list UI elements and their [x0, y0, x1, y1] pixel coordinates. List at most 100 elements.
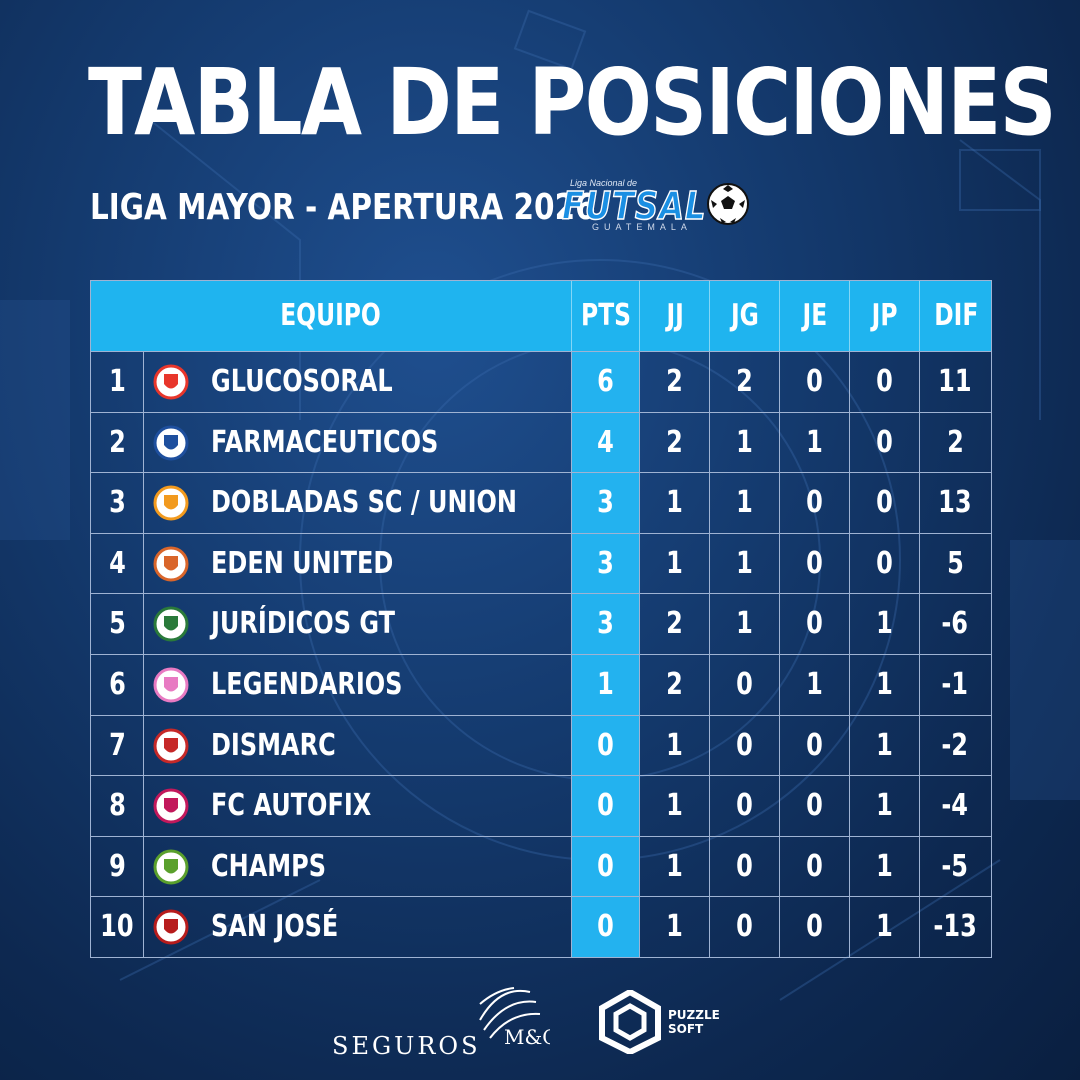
- row-position: 7: [108, 727, 126, 763]
- column-divider: [709, 533, 710, 594]
- column-divider: [709, 776, 710, 837]
- column-divider: [639, 412, 640, 473]
- column-divider: [709, 897, 710, 958]
- column-divider: [849, 655, 850, 715]
- team-crest-icon: [153, 485, 189, 521]
- header-equipo: EQUIPO: [280, 298, 382, 333]
- cell-jj: 1: [665, 545, 683, 581]
- team-name: DISMARC: [211, 727, 336, 763]
- column-divider: [849, 594, 850, 655]
- row-position: 5: [108, 606, 126, 642]
- table-row: 5 JURÍDICOS GT 3 2 1 0 1 -6: [91, 593, 991, 655]
- column-divider: [143, 655, 144, 715]
- row-position: 9: [108, 848, 126, 884]
- column-divider: [571, 473, 572, 534]
- team-crest-icon: [153, 425, 189, 461]
- cell-dif: -13: [933, 909, 977, 945]
- cell-jg: 0: [735, 788, 753, 824]
- cell-jg: 0: [735, 848, 753, 884]
- cell-jj: 1: [665, 909, 683, 945]
- cell-jg: 0: [735, 727, 753, 763]
- cell-jj: 2: [665, 606, 683, 642]
- cell-dif: -2: [941, 727, 969, 763]
- table-row: 10 SAN JOSÉ 0 1 0 0 1 -13: [91, 896, 991, 958]
- column-divider: [571, 352, 572, 412]
- table-row: 3 DOBLADAS SC / UNION 3 1 1 0 0 13: [91, 472, 991, 534]
- column-divider: [709, 655, 710, 715]
- team-crest-icon: [153, 788, 189, 824]
- column-divider: [919, 715, 920, 776]
- cell-pts: 3: [596, 606, 614, 642]
- team-name: FARMACEUTICOS: [211, 424, 439, 460]
- column-divider: [571, 655, 572, 715]
- table-row: 9 CHAMPS 0 1 0 0 1 -5: [91, 835, 991, 897]
- team-crest-icon: [153, 849, 189, 885]
- cell-jp: 1: [875, 606, 893, 642]
- cell-jp: 1: [875, 727, 893, 763]
- cell-je: 0: [805, 909, 823, 945]
- cell-je: 0: [805, 606, 823, 642]
- cell-jp: 0: [875, 545, 893, 581]
- cell-pts: 4: [596, 424, 614, 460]
- cell-je: 1: [805, 424, 823, 460]
- column-divider: [571, 412, 572, 473]
- column-divider: [639, 352, 640, 412]
- page-subtitle: LIGA MAYOR - APERTURA 2026: [90, 187, 596, 228]
- seguros-mc-logo: M&C SEGUROS: [330, 980, 560, 1060]
- cell-jp: 0: [875, 424, 893, 460]
- column-divider: [779, 776, 780, 837]
- futsal-logo-top-text: Liga Nacional de: [570, 178, 638, 188]
- column-divider: [571, 836, 572, 897]
- table-row: 2 FARMACEUTICOS 4 2 1 1 0 2: [91, 411, 991, 473]
- row-position: 1: [108, 364, 126, 399]
- cell-je: 0: [805, 364, 823, 399]
- column-divider: [639, 533, 640, 594]
- cell-dif: 2: [946, 424, 964, 460]
- column-divider: [849, 352, 850, 412]
- column-divider: [143, 897, 144, 958]
- table-row: 7 DISMARC 0 1 0 0 1 -2: [91, 714, 991, 776]
- cell-dif: -6: [941, 606, 969, 642]
- cell-jg: 1: [735, 485, 753, 521]
- row-position: 4: [108, 545, 126, 581]
- header-dif: DIF: [919, 281, 992, 351]
- column-divider: [571, 715, 572, 776]
- cell-jp: 1: [875, 909, 893, 945]
- team-crest-icon: [153, 364, 189, 400]
- cell-dif: 13: [938, 485, 972, 521]
- column-divider: [571, 533, 572, 594]
- cell-jp: 0: [875, 364, 893, 399]
- team-crest-icon: [153, 728, 189, 764]
- team-name: LEGENDARIOS: [211, 667, 403, 702]
- team-name: SAN JOSÉ: [211, 909, 339, 945]
- cell-pts: 0: [596, 788, 614, 824]
- cell-jj: 2: [665, 424, 683, 460]
- header-jp: JP: [849, 281, 920, 351]
- column-divider: [143, 776, 144, 837]
- team-name: JURÍDICOS GT: [211, 606, 395, 642]
- team-crest-icon: [153, 667, 189, 703]
- cell-pts: 1: [596, 667, 614, 702]
- team-name: EDEN UNITED: [211, 545, 394, 581]
- column-divider: [779, 897, 780, 958]
- futsal-logo: Liga Nacional de FUTSAL GUATEMALA: [560, 178, 750, 236]
- team-name: CHAMPS: [211, 848, 327, 884]
- cell-jp: 0: [875, 485, 893, 521]
- table-row: 1 GLUCOSORAL 6 2 2 0 0 11: [91, 351, 991, 412]
- column-divider: [571, 594, 572, 655]
- cell-pts: 3: [596, 545, 614, 581]
- row-position: 6: [108, 667, 126, 702]
- column-divider: [919, 836, 920, 897]
- column-divider: [709, 715, 710, 776]
- team-name: DOBLADAS SC / UNION: [211, 485, 517, 521]
- standings-table: EQUIPO PTS JJ JG JE JP DIF 1 GLUCOSORAL 6 2…: [90, 280, 992, 958]
- puzzle-cube-icon: [599, 988, 661, 1056]
- header-jj: JJ: [639, 281, 710, 351]
- column-divider: [919, 412, 920, 473]
- column-divider: [571, 776, 572, 837]
- column-divider: [849, 715, 850, 776]
- cell-jp: 1: [875, 848, 893, 884]
- header-pts: PTS: [571, 281, 640, 351]
- cell-je: 0: [805, 485, 823, 521]
- column-divider: [639, 776, 640, 837]
